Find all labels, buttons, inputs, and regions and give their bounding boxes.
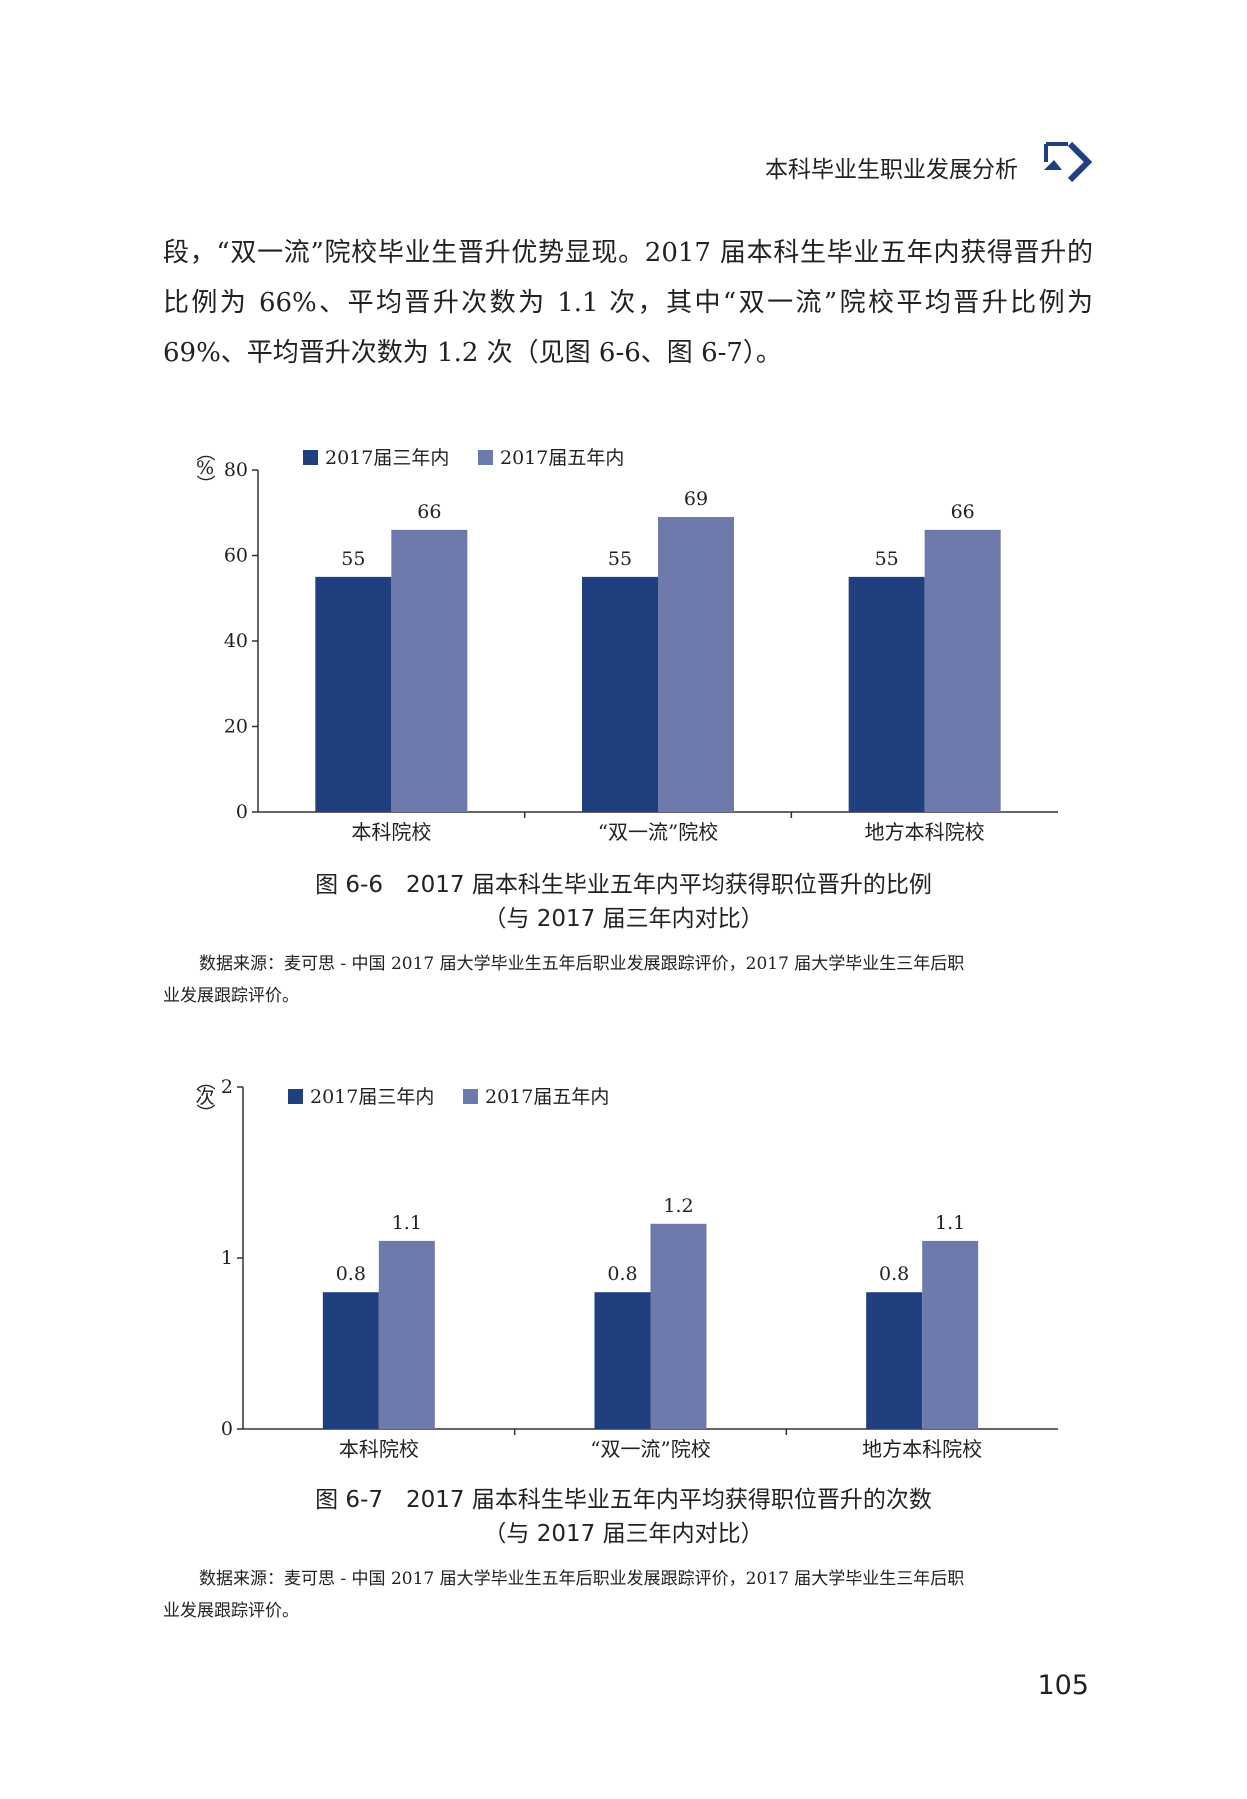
y-axis-label-char: （ <box>194 1071 216 1090</box>
caption-2-line-1: 图 6-7 2017 届本科生毕业五年内平均获得职位晋升的次数 <box>315 1487 932 1513</box>
y-tick-label: 2 <box>221 1076 233 1098</box>
header-title: 本科毕业生职业发展分析 <box>765 157 1018 183</box>
figure-source-1: 数据来源：麦可思 - 中国 2017 届大学毕业生五年后职业发展跟踪评价，201… <box>163 948 1093 1012</box>
bar-series-2 <box>922 1240 979 1429</box>
y-axis-label-char: ） <box>194 474 216 493</box>
bar-series-2 <box>650 1223 707 1429</box>
data-label: 66 <box>417 501 441 523</box>
bar-series-2 <box>378 1240 435 1429</box>
data-label: 1.2 <box>663 1195 693 1217</box>
data-label: 0.8 <box>879 1263 909 1285</box>
figure-source-2: 数据来源：麦可思 - 中国 2017 届大学毕业生五年后职业发展跟踪评价，201… <box>163 1563 1093 1627</box>
y-tick-label: 80 <box>224 459 248 481</box>
x-tick-label: “双一流”院校 <box>598 820 718 844</box>
legend-swatch-2 <box>463 1089 478 1104</box>
bar-series-1 <box>322 1292 379 1429</box>
y-tick-label: 1 <box>221 1247 233 1269</box>
legend-swatch-1 <box>303 450 318 465</box>
bar-series-1 <box>866 1292 923 1429</box>
caption-1-line-1: 图 6-6 2017 届本科生毕业五年内平均获得职位晋升的比例 <box>315 872 932 898</box>
y-axis-label-char: % <box>196 457 214 479</box>
legend-swatch-2 <box>478 450 493 465</box>
data-label: 0.8 <box>336 1263 366 1285</box>
y-tick-label: 60 <box>224 545 248 567</box>
y-tick-label: 40 <box>224 630 248 652</box>
chart-1-svg: 2017届三年内 2017届五年内 （%） 0 20 40 60 80 本科院校 55 66 “双一流… <box>194 442 1058 844</box>
x-tick-label: 地方本科院校 <box>862 1437 982 1461</box>
data-label: 1.1 <box>935 1212 965 1234</box>
x-tick-label: 地方本科院校 <box>865 820 985 844</box>
data-label: 55 <box>875 548 899 570</box>
x-tick-label: 本科院校 <box>339 1437 419 1461</box>
source-2-line-1: 数据来源：麦可思 - 中国 2017 届大学毕业生五年后职业发展跟踪评价，201… <box>199 1569 965 1589</box>
bar-series-2 <box>658 517 734 812</box>
legend-label-1: 2017届三年内 <box>310 1086 434 1108</box>
y-axis-label-char: 次 <box>195 1086 214 1108</box>
page-header: 本科毕业生职业发展分析 <box>0 140 1247 200</box>
chart-2-svg: 2017届三年内 2017届五年内 （次） 0 1 2 本科院校 0.8 1.1 “双一流”院校 0… <box>194 1071 1058 1461</box>
source-1-line-2: 业发展跟踪评价。 <box>163 986 299 1006</box>
figure-caption-1: 图 6-6 2017 届本科生毕业五年内平均获得职位晋升的比例 （与 2017 … <box>0 868 1247 936</box>
data-label: 0.8 <box>607 1263 637 1285</box>
chart-promotion-count: 2017届三年内 2017届五年内 （次） 0 1 2 本科院校 0.8 1.1 “双一流”院校 0… <box>0 1045 1247 1465</box>
bar-series-2 <box>391 529 468 812</box>
source-2-line-2: 业发展跟踪评价。 <box>163 1601 299 1621</box>
y-axis-label-char: （ <box>194 442 216 461</box>
y-tick-label: 0 <box>236 801 248 823</box>
chart-promotion-ratio: 2017届三年内 2017届五年内 （%） 0 20 40 60 80 本科院校 55 66 “双一流… <box>0 430 1247 850</box>
bar-series-1 <box>594 1292 651 1429</box>
y-tick-label: 20 <box>224 716 248 738</box>
bar-series-1 <box>315 576 392 812</box>
body-paragraph: 段，“双一流”院校毕业生晋升优势显现。2017 届本科生毕业五年内获得晋升的比例… <box>163 228 1093 378</box>
figure-caption-2: 图 6-7 2017 届本科生毕业五年内平均获得职位晋升的次数 （与 2017 … <box>0 1483 1247 1551</box>
bar-series-1 <box>848 576 925 812</box>
source-1-line-1: 数据来源：麦可思 - 中国 2017 届大学毕业生五年后职业发展跟踪评价，201… <box>199 954 965 974</box>
caption-2-line-2: （与 2017 届三年内对比） <box>483 1521 764 1547</box>
body-text: 段，“双一流”院校毕业生晋升优势显现。2017 届本科生毕业五年内获得晋升的比例… <box>163 238 1093 368</box>
data-label: 55 <box>341 548 365 570</box>
data-label: 69 <box>684 488 708 510</box>
legend-swatch-1 <box>288 1089 303 1104</box>
bar-series-2 <box>924 529 1001 812</box>
y-tick-label: 0 <box>221 1418 233 1440</box>
caption-1-line-2: （与 2017 届三年内对比） <box>483 906 764 932</box>
data-label: 55 <box>608 548 632 570</box>
legend-label-1: 2017届三年内 <box>325 447 449 469</box>
data-label: 66 <box>951 501 975 523</box>
legend-label-2: 2017届五年内 <box>500 447 624 469</box>
x-tick-label: 本科院校 <box>351 820 431 844</box>
x-tick-label: “双一流”院校 <box>590 1437 710 1461</box>
data-label: 1.1 <box>392 1212 422 1234</box>
bar-series-1 <box>582 576 658 812</box>
chapter-arrow-logo-icon <box>1044 141 1093 183</box>
page-number: 105 <box>1037 1670 1089 1701</box>
y-axis-label-char: ） <box>194 1103 216 1122</box>
legend-label-2: 2017届五年内 <box>485 1086 609 1108</box>
